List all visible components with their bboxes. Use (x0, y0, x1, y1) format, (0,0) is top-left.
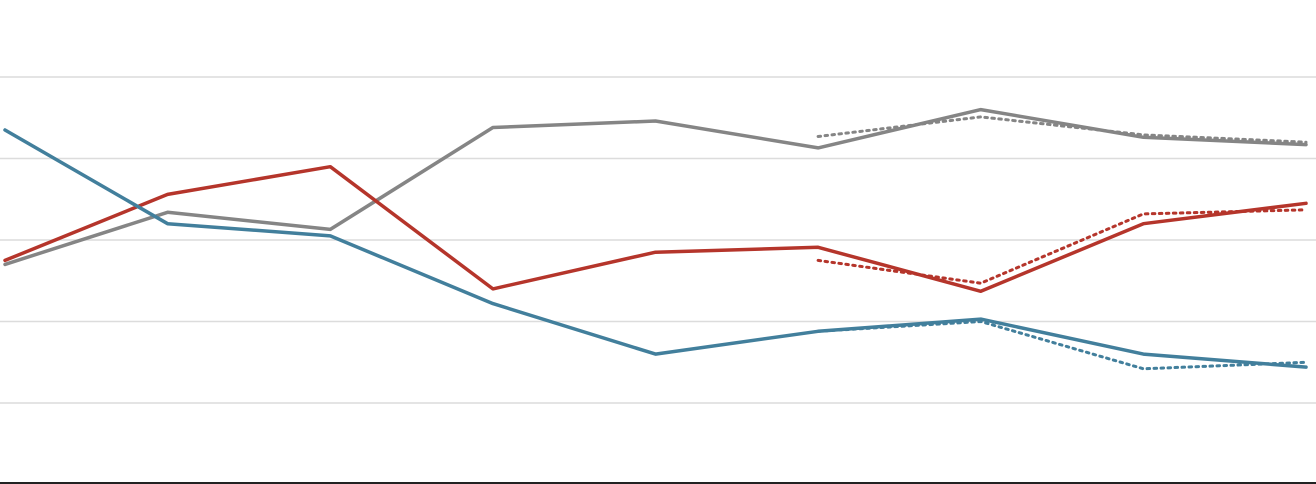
series-lines (3, 107, 1308, 371)
series-line-blue-projection (816, 320, 1308, 371)
series-line-gray (3, 107, 1308, 267)
series-line-gray-projection (816, 115, 1308, 144)
series-line-red-projection (816, 208, 1308, 285)
series-line-blue (3, 128, 1308, 369)
series-line-red (3, 164, 1308, 294)
gridlines (0, 76, 1316, 404)
